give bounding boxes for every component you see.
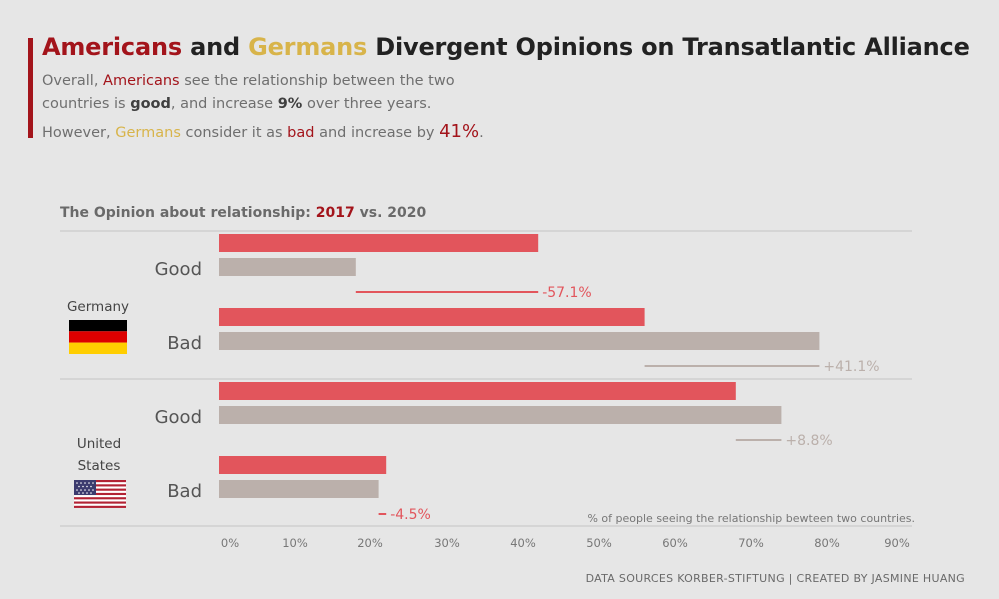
line2-e: over three years. — [302, 96, 432, 112]
row-label-us-good: Good — [155, 407, 202, 428]
x-tick-label: 80% — [814, 536, 840, 550]
line3-germans: Germans — [115, 125, 181, 141]
title-americans: Americans — [42, 33, 182, 61]
bar-2020-us-bad — [219, 480, 379, 498]
x-tick-label: 70% — [738, 536, 764, 550]
change-label-germany-bad: +41.1% — [823, 359, 879, 375]
chart-title-vs: vs. — [354, 205, 388, 221]
row-label-germany-bad: Bad — [167, 333, 202, 354]
bar-2017-germany-good — [219, 234, 539, 252]
x-tick-label: 30% — [434, 536, 460, 550]
subtitle-line-1: Overall, Americans see the relationship … — [42, 73, 455, 89]
source-credit: DATA SOURCES KORBER-STIFTUNG | CREATED B… — [585, 572, 965, 585]
line3-e: and increase by — [314, 125, 440, 141]
line2-c: , and increase — [170, 96, 278, 112]
change-label-us-bad: -4.5% — [390, 507, 431, 523]
line1-c: see the relationship between the two — [179, 73, 455, 89]
row-label-us-bad: Bad — [167, 481, 202, 502]
line3-g: . — [479, 125, 484, 141]
country-label-us-line2: States — [78, 458, 121, 474]
line2-percent: 9% — [277, 96, 303, 112]
chart-title-2017: 2017 — [315, 205, 355, 221]
bar-2020-us-good — [219, 406, 782, 424]
x-tick-label: 20% — [357, 536, 383, 550]
chart-title-prefix: The Opinion about relationship: — [60, 205, 316, 221]
bar-2017-us-good — [219, 382, 736, 400]
x-tick-label: 0% — [221, 536, 239, 550]
page-title: Americans and Germans Divergent Opinions… — [42, 33, 970, 61]
change-label-germany-good: -57.1% — [542, 285, 592, 301]
change-label-us-good: +8.8% — [785, 433, 832, 449]
bar-2020-germany-good — [219, 258, 356, 276]
title-and: and — [181, 33, 249, 61]
usa-flag-icon — [74, 480, 126, 508]
subtitle-line-3: However, Germans consider it as bad and … — [42, 121, 484, 142]
line1-americans: Americans — [103, 73, 180, 89]
bars-layer: Good -57.1% Bad +41.1% Good +8.8% Bad -4.5% — [155, 234, 880, 523]
title-rest: Divergent Opinions on Transatlantic Alli… — [367, 33, 970, 61]
germany-flag-icon — [69, 320, 127, 354]
chart-title-2020: 2020 — [387, 205, 427, 221]
bar-2017-us-bad — [219, 456, 387, 474]
line3-c: consider it as — [180, 125, 288, 141]
title-germans: Germans — [248, 33, 368, 61]
line3-a: However, — [42, 125, 116, 141]
accent-bar — [28, 38, 33, 138]
row-label-germany-good: Good — [155, 259, 202, 280]
country-label-germany: Germany — [67, 299, 129, 315]
bar-2017-germany-bad — [219, 308, 645, 326]
x-tick-label: 90% — [884, 536, 910, 550]
line2-a: countries is — [42, 96, 131, 112]
line2-good: good — [130, 96, 171, 112]
bar-2020-germany-bad — [219, 332, 820, 350]
x-tick-label: 40% — [510, 536, 536, 550]
line1-a: Overall, — [42, 73, 104, 89]
x-tick-label: 50% — [586, 536, 612, 550]
x-tick-label: 10% — [282, 536, 308, 550]
x-tick-label: 60% — [662, 536, 688, 550]
line3-bad: bad — [287, 125, 315, 141]
x-axis: 0% 10% 20% 30% 40% 50% 60% 70% 80% 90% — [221, 536, 910, 550]
country-label-us-line1: United — [77, 436, 121, 452]
chart-title: The Opinion about relationship: 2017 vs.… — [60, 205, 426, 221]
subtitle-line-2: countries is good, and increase 9% over … — [42, 96, 431, 112]
line3-percent: 41% — [439, 121, 480, 142]
axis-note: % of people seeing the relationship bewt… — [587, 512, 915, 525]
